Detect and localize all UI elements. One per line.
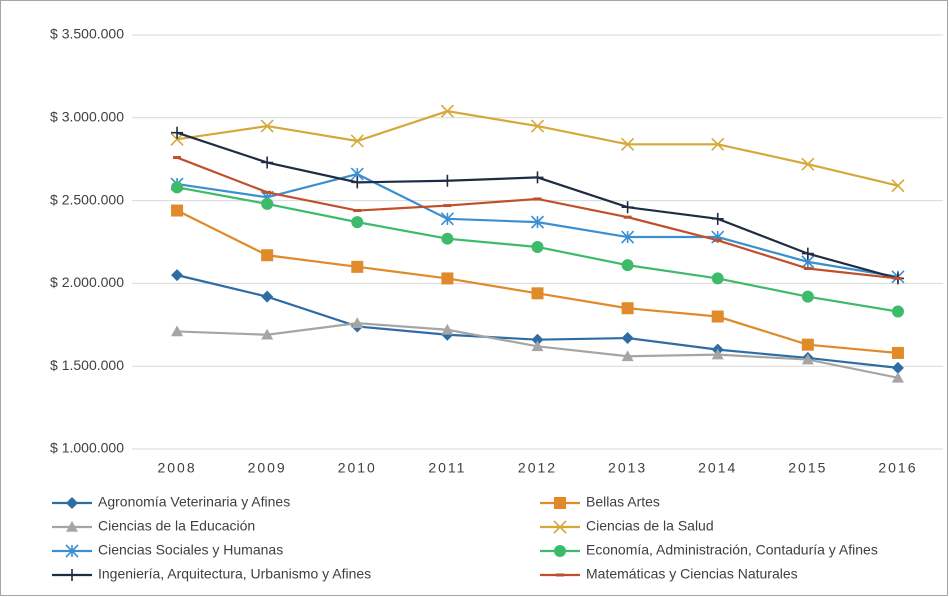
legend-label: Ciencias de la Educación xyxy=(98,518,255,534)
point xyxy=(621,332,634,345)
point xyxy=(261,156,274,169)
point xyxy=(711,212,724,225)
x-tick-label: 2016 xyxy=(878,460,917,476)
legend-label: Ingeniería, Arquitectura, Urbanismo y Af… xyxy=(98,566,371,582)
legend-label: Matemáticas y Ciencias Naturales xyxy=(586,566,798,582)
point xyxy=(261,328,274,340)
point xyxy=(891,305,904,318)
point xyxy=(621,302,634,315)
x-tick-label: 2010 xyxy=(338,460,377,476)
point xyxy=(170,132,184,146)
point xyxy=(351,260,364,273)
y-tick-label: $ 2.500.000 xyxy=(50,191,124,207)
point xyxy=(711,272,724,285)
legend-marker xyxy=(554,497,566,509)
point xyxy=(261,197,274,210)
point xyxy=(441,323,454,335)
point xyxy=(171,181,184,194)
y-tick-label: $ 1.500.000 xyxy=(50,357,124,373)
x-tick-label: 2009 xyxy=(248,460,287,476)
point xyxy=(531,287,544,300)
y-tick-label: $ 2.000.000 xyxy=(50,274,124,290)
point xyxy=(801,338,814,351)
point xyxy=(171,269,184,282)
point xyxy=(440,104,454,118)
point xyxy=(801,353,814,365)
point xyxy=(801,157,815,171)
point xyxy=(531,240,544,253)
point xyxy=(171,325,184,337)
point xyxy=(711,310,724,323)
point xyxy=(351,216,364,229)
point xyxy=(261,290,274,303)
point xyxy=(801,247,814,260)
point xyxy=(711,348,724,360)
point xyxy=(801,290,814,303)
point xyxy=(531,340,544,352)
point xyxy=(530,119,545,133)
legend-label: Agronomía Veterinaria y Afines xyxy=(98,494,290,510)
point xyxy=(171,204,184,217)
point xyxy=(261,249,274,262)
point xyxy=(621,201,634,214)
point xyxy=(351,176,364,189)
point xyxy=(441,174,454,187)
legend-label: Ciencias de la Salud xyxy=(586,518,714,534)
y-tick-label: $ 3.500.000 xyxy=(50,26,124,42)
point xyxy=(531,333,544,346)
point xyxy=(891,346,904,359)
x-tick-label: 2013 xyxy=(608,460,647,476)
legend-marker xyxy=(66,521,78,532)
x-tick-label: 2008 xyxy=(157,460,196,476)
point xyxy=(260,119,274,133)
point xyxy=(891,371,904,383)
point xyxy=(891,361,904,374)
x-tick-label: 2014 xyxy=(698,460,737,476)
legend-marker xyxy=(66,497,78,509)
legend-label: Ciencias Sociales y Humanas xyxy=(98,542,283,558)
point xyxy=(531,171,544,184)
legend-marker xyxy=(65,544,79,558)
x-tick-label: 2012 xyxy=(518,460,557,476)
point xyxy=(621,350,634,362)
point xyxy=(530,215,545,229)
y-tick-label: $ 1.000.000 xyxy=(50,440,124,456)
x-tick-label: 2011 xyxy=(428,460,466,476)
point xyxy=(891,179,905,193)
point xyxy=(621,230,635,244)
point xyxy=(351,317,364,328)
point xyxy=(621,259,634,272)
point xyxy=(350,134,364,148)
legend-label: Bellas Artes xyxy=(586,494,660,510)
legend-marker xyxy=(553,520,567,534)
point xyxy=(440,212,454,226)
point xyxy=(441,272,454,285)
legend-label: Economía, Administración, Contaduría y A… xyxy=(586,542,878,558)
point xyxy=(441,232,454,245)
legend-marker xyxy=(554,545,566,557)
point xyxy=(621,137,635,151)
point xyxy=(171,126,184,139)
y-tick-label: $ 3.000.000 xyxy=(50,109,124,125)
legend-marker xyxy=(66,569,78,581)
point xyxy=(711,137,725,151)
x-tick-label: 2015 xyxy=(788,460,827,476)
